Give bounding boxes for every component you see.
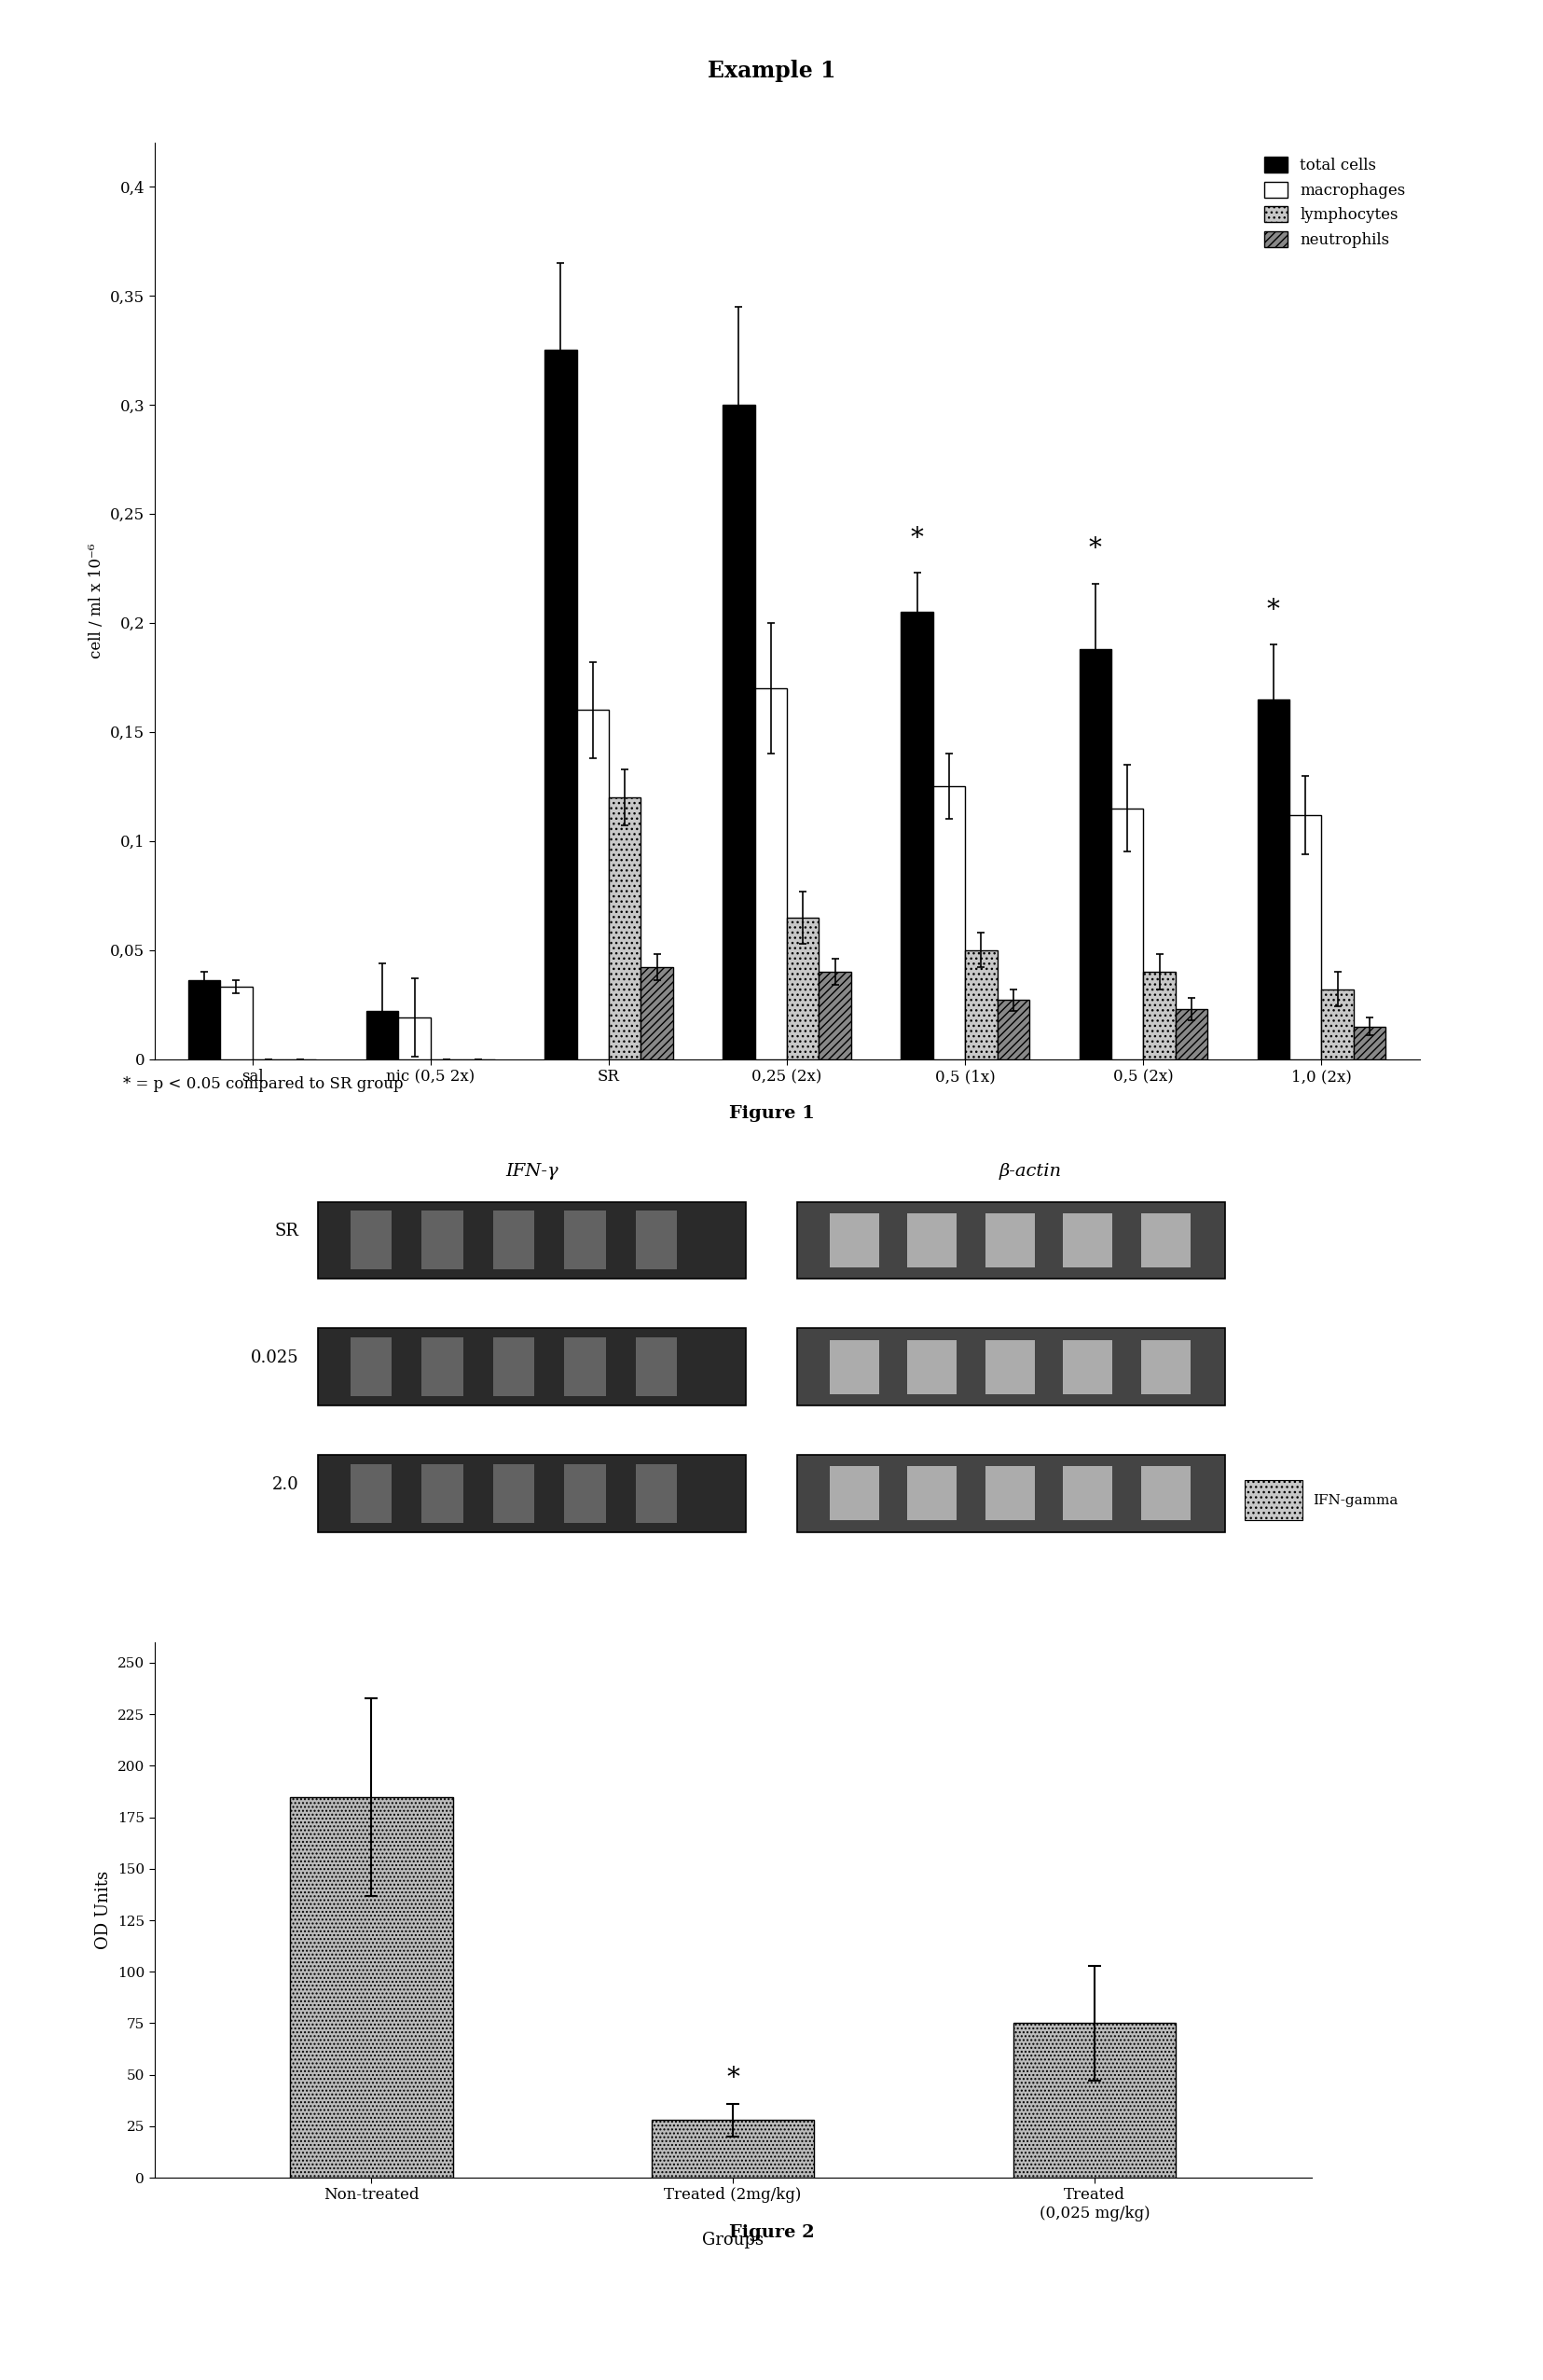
Bar — [830, 1466, 880, 1521]
Bar — [318, 1328, 745, 1404]
Bar — [577, 709, 609, 1059]
Bar — [1353, 1026, 1386, 1059]
Bar — [609, 797, 640, 1059]
Bar — [565, 1211, 605, 1269]
Bar — [798, 1202, 1225, 1278]
Bar — [901, 612, 934, 1059]
Text: 2.0: 2.0 — [272, 1476, 298, 1492]
Bar — [934, 785, 964, 1059]
Bar — [350, 1338, 392, 1397]
Bar — [421, 1211, 463, 1269]
Bar — [492, 1464, 534, 1523]
Bar — [188, 981, 221, 1059]
Bar — [350, 1211, 392, 1269]
Bar — [1079, 650, 1111, 1059]
Bar — [755, 688, 787, 1059]
Text: 0.025: 0.025 — [250, 1349, 298, 1366]
Text: Figure 1: Figure 1 — [728, 1107, 815, 1123]
Bar — [1111, 809, 1143, 1059]
Bar — [986, 1466, 1035, 1521]
Bar — [819, 971, 852, 1059]
Bar — [290, 1797, 452, 2178]
Bar — [1140, 1340, 1190, 1395]
Text: Example 1: Example 1 — [707, 60, 836, 81]
Bar — [1258, 700, 1290, 1059]
Text: * = p < 0.05 compared to SR group: * = p < 0.05 compared to SR group — [123, 1076, 404, 1092]
Text: β-actin: β-actin — [1000, 1164, 1062, 1180]
Bar — [1176, 1009, 1208, 1059]
Bar — [421, 1464, 463, 1523]
Bar — [1063, 1214, 1113, 1266]
Bar — [907, 1466, 957, 1521]
Bar — [545, 350, 577, 1059]
Bar — [997, 1000, 1029, 1059]
Bar — [636, 1338, 677, 1397]
Y-axis label: OD Units: OD Units — [96, 1871, 113, 1949]
Bar — [636, 1211, 677, 1269]
Bar — [492, 1211, 534, 1269]
Text: *: * — [910, 526, 924, 550]
Bar — [1321, 990, 1353, 1059]
Text: Figure 2: Figure 2 — [728, 2225, 815, 2242]
Text: *: * — [1089, 536, 1102, 562]
Bar — [907, 1214, 957, 1266]
Bar — [1014, 2023, 1176, 2178]
Text: *: * — [1267, 597, 1279, 624]
Bar — [1143, 971, 1176, 1059]
X-axis label: Groups: Groups — [702, 2232, 764, 2249]
Bar — [798, 1328, 1225, 1404]
Bar — [830, 1214, 880, 1266]
Text: IFN-γ: IFN-γ — [505, 1164, 559, 1180]
Bar — [398, 1019, 430, 1059]
Y-axis label: cell / ml x 10⁻⁶: cell / ml x 10⁻⁶ — [89, 543, 105, 659]
Bar — [1290, 814, 1321, 1059]
Bar — [907, 1340, 957, 1395]
Bar — [350, 1464, 392, 1523]
Bar — [1245, 1480, 1302, 1521]
Bar — [651, 2121, 815, 2178]
Bar — [492, 1338, 534, 1397]
Legend: total cells, macrophages, lymphocytes, neutrophils: total cells, macrophages, lymphocytes, n… — [1258, 150, 1412, 255]
Bar — [221, 988, 253, 1059]
Bar — [986, 1214, 1035, 1266]
Bar — [318, 1454, 745, 1533]
Text: *: * — [727, 2066, 739, 2092]
Bar — [1063, 1340, 1113, 1395]
Bar — [964, 950, 997, 1059]
Bar — [1140, 1466, 1190, 1521]
Bar — [798, 1454, 1225, 1533]
Bar — [830, 1340, 880, 1395]
Bar — [640, 966, 673, 1059]
Bar — [636, 1464, 677, 1523]
Bar — [787, 916, 819, 1059]
Bar — [421, 1338, 463, 1397]
Bar — [722, 405, 755, 1059]
Bar — [1140, 1214, 1190, 1266]
Bar — [565, 1338, 605, 1397]
Text: SR: SR — [275, 1223, 298, 1240]
Bar — [565, 1464, 605, 1523]
Bar — [986, 1340, 1035, 1395]
Bar — [366, 1012, 398, 1059]
Text: IFN-gamma: IFN-gamma — [1313, 1495, 1398, 1507]
Bar — [1063, 1466, 1113, 1521]
Bar — [318, 1202, 745, 1278]
